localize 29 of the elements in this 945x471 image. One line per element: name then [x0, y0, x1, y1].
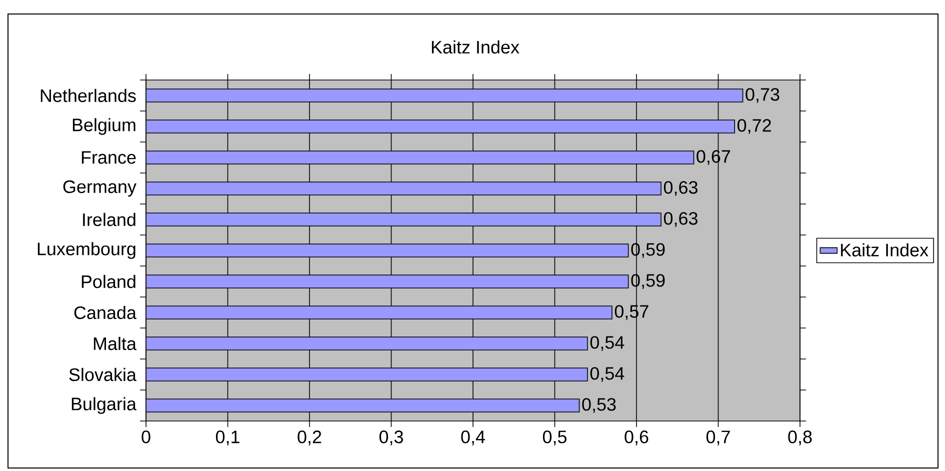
chart-title: Kaitz Index	[432, 40, 520, 54]
y-tick-label: Netherlands	[40, 88, 136, 102]
x-tick-label: 0,2	[298, 430, 322, 446]
x-tick-label: 0	[142, 430, 150, 444]
y-tick-label: Ireland	[83, 212, 136, 226]
data-label: 0,54	[590, 336, 624, 351]
x-tick-label: 0,6	[624, 430, 648, 446]
x-tick-label: 0,3	[379, 430, 403, 446]
y-tick-label: Bulgaria	[72, 397, 136, 414]
y-tick-label: Germany	[63, 180, 136, 197]
y-tick-label: France	[82, 151, 136, 164]
x-tick-label: 0,1	[216, 430, 240, 446]
x-tick-label: 0,4	[461, 430, 485, 446]
data-label: 0,53	[582, 398, 616, 413]
data-label: 0,54	[590, 367, 624, 382]
data-label: 0,63	[664, 181, 698, 196]
data-label: 0,72	[738, 119, 771, 134]
data-label: 0,63	[664, 212, 698, 227]
y-tick-label: Belgium	[72, 118, 136, 135]
y-tick-label: Poland	[82, 274, 136, 288]
x-tick-label: 0,5	[542, 430, 566, 446]
data-label: 0,73	[746, 88, 780, 103]
legend-label: Kaitz Index	[841, 243, 928, 256]
x-tick-label: 0,7	[706, 430, 730, 446]
y-tick-label: Luxembourg	[38, 242, 136, 259]
y-tick-label: Malta	[94, 336, 136, 350]
y-tick-label: Canada	[74, 306, 136, 320]
y-tick-label: Slovakia	[69, 368, 136, 382]
x-tick-label: 0,8	[788, 430, 812, 446]
